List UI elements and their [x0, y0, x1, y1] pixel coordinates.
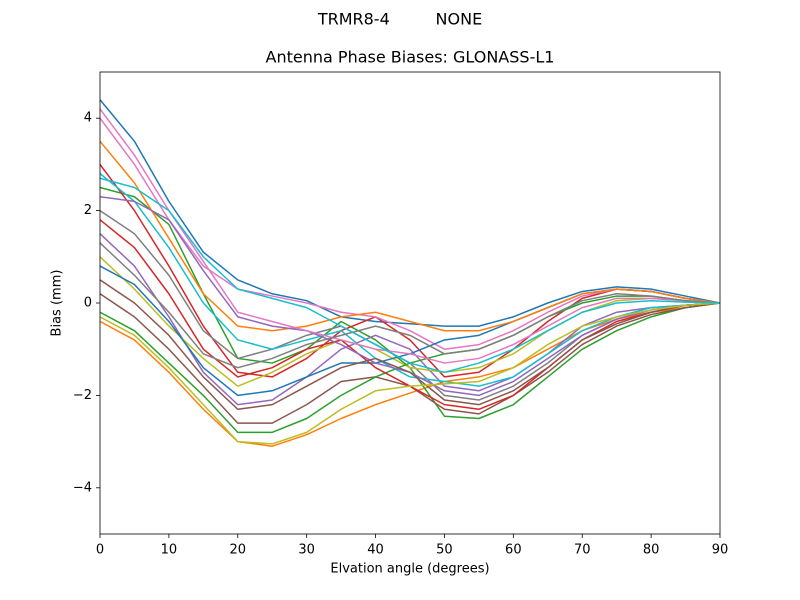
series-line [99, 242, 721, 369]
series-line [99, 163, 721, 378]
x-tick-label: 50 [436, 543, 453, 558]
chart-title: Antenna Phase Biases: GLONASS-L1 [266, 48, 555, 67]
series-line [99, 233, 721, 406]
x-tick-label: 10 [161, 543, 178, 558]
plot-area [99, 99, 721, 447]
x-axis-label: Elvation angle (degrees) [330, 562, 489, 577]
x-tick-label: 90 [712, 543, 729, 558]
suptitle: TRMR8-4 NONE [317, 10, 482, 29]
series-line [99, 99, 721, 327]
x-tick-label: 80 [643, 543, 660, 558]
y-tick-label: 2 [84, 203, 92, 218]
series-line [99, 140, 721, 332]
x-tick-label: 20 [230, 543, 247, 558]
x-tick-label: 60 [505, 543, 522, 558]
series-line [99, 256, 721, 387]
series-line [99, 302, 721, 445]
x-tick-label: 40 [367, 543, 384, 558]
x-tick-label: 70 [574, 543, 591, 558]
y-tick-label: 0 [84, 296, 92, 311]
series-line [99, 177, 721, 374]
x-tick-label: 30 [298, 543, 315, 558]
series-line [99, 279, 721, 411]
x-tick-label: 0 [96, 543, 104, 558]
y-tick-label: −2 [73, 388, 92, 403]
series-line [99, 108, 721, 364]
y-tick-label: −4 [73, 480, 92, 495]
y-axis-label: Bias (mm) [50, 270, 65, 337]
y-tick-label: 4 [84, 111, 92, 126]
